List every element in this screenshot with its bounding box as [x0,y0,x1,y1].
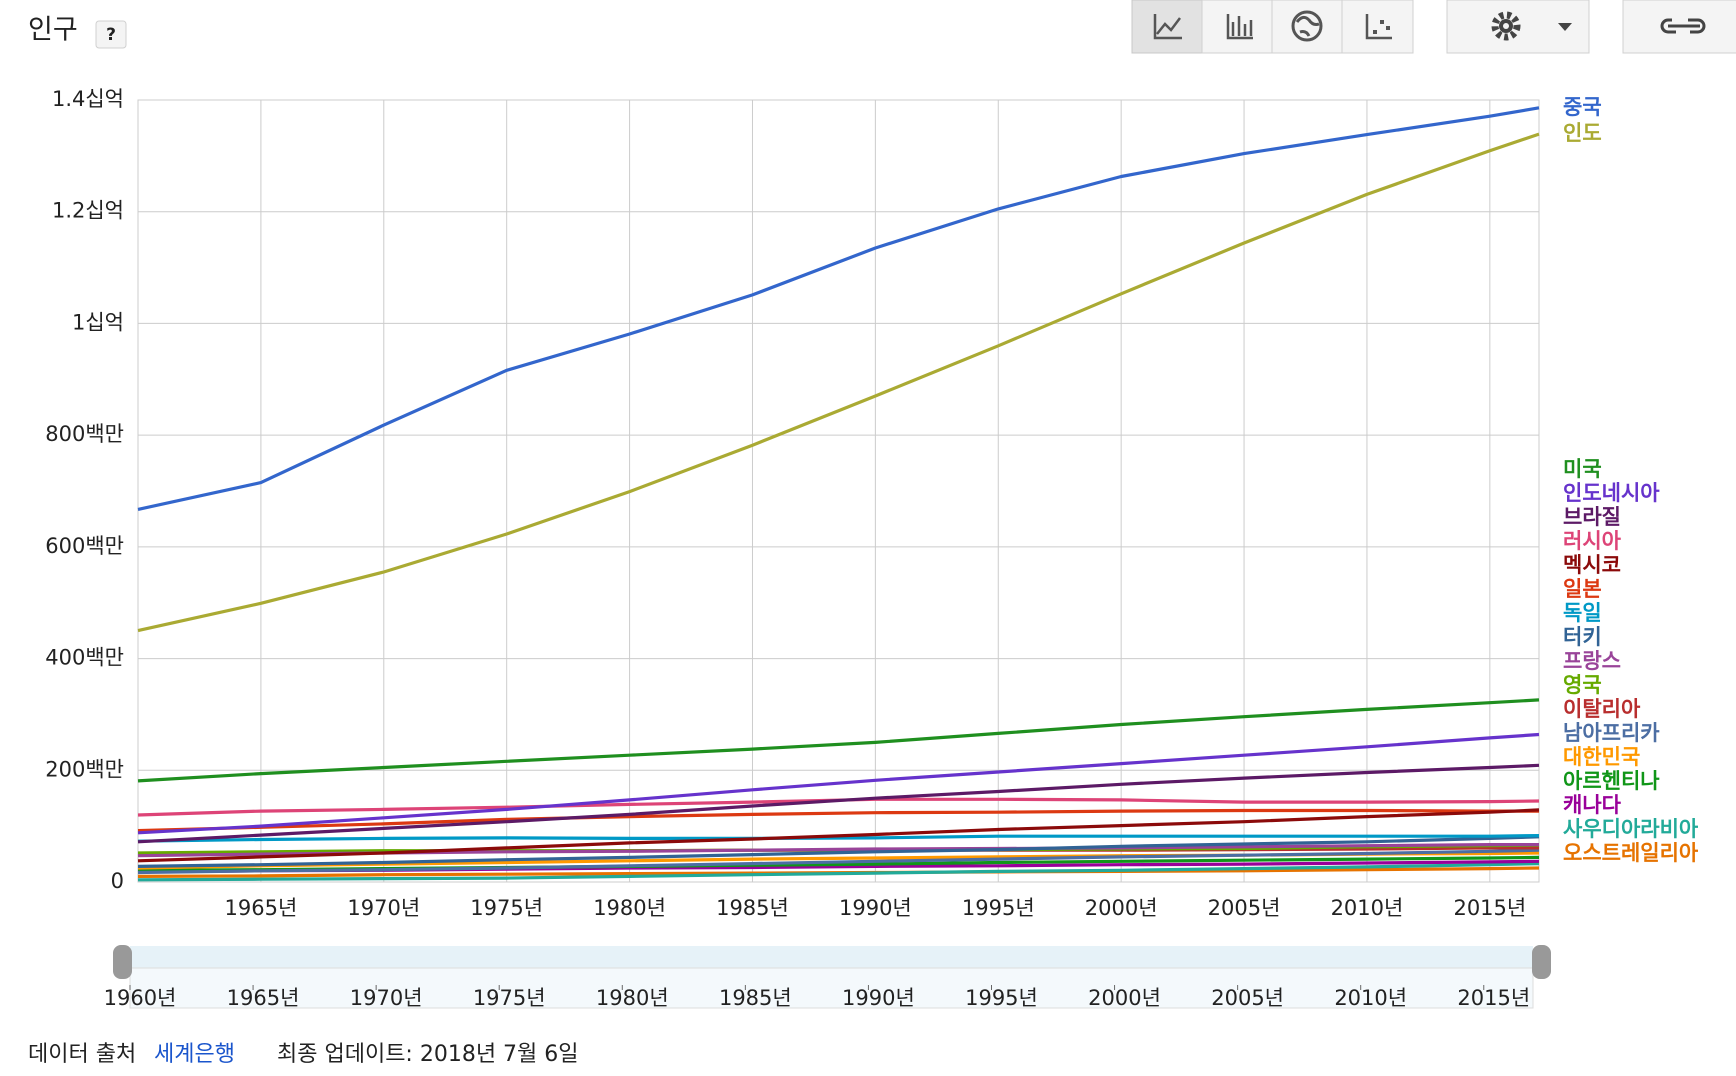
x-tick-label: 1985년 [716,896,789,920]
slider-label: 1985년 [719,986,792,1010]
help-button[interactable] [95,20,127,49]
y-tick-label: 200백만 [45,757,124,781]
legend-entry[interactable]: 프랑스 [1563,649,1621,673]
slider-label: 2015년 [1457,986,1530,1010]
x-tick-label: 2000년 [1085,896,1158,920]
slider-label: 1960년 [104,986,177,1010]
slider-window [129,967,1534,1009]
page-title: 인구 [28,15,78,46]
slider-label: 1975년 [473,986,546,1010]
x-tick-label: 1965년 [225,896,298,920]
x-tick-label: 1995년 [962,896,1035,920]
y-tick-label: 1.2십억 [52,199,124,223]
scatter-axes [1365,14,1392,40]
series-line [137,763,1540,844]
footer-updated: 최종 업데이트: 2018년 7월 6일 [277,1042,579,1067]
help-text: ? [106,25,116,45]
slider-handle-left[interactable] [113,945,132,979]
y-tick-label: 1십억 [72,310,124,334]
slider-label: 2010년 [1334,986,1407,1010]
footer-source-label: 데이터 출처 [28,1042,136,1067]
x-tick-label: 1980년 [593,896,666,920]
series-line [137,106,1540,511]
chart-type-toolbar [1131,0,1736,54]
slider-label: 1970년 [350,986,423,1010]
legend-entry[interactable]: 이탈리아 [1563,697,1641,721]
x-tick-label: 2015년 [1453,896,1526,920]
series-line [137,808,1539,833]
bar-chart-button[interactable] [1201,0,1273,54]
legend-entry[interactable]: 인도네시아 [1563,481,1660,505]
series-line [137,808,1540,863]
legend-entry[interactable]: 중국 [1563,95,1602,119]
legend-entry[interactable]: 사우디아라비아 [1563,817,1699,841]
y-tick-label: 0 [111,869,124,893]
series-line [137,698,1540,783]
x-tick-label: 1975년 [470,896,543,920]
bar-icon [1226,14,1253,40]
gear-icon [1491,11,1521,41]
legend-entry[interactable]: 미국 [1563,457,1602,481]
slider-label: 1965년 [227,986,300,1010]
legend-entry[interactable]: 독일 [1563,601,1602,625]
legend-entry[interactable]: 러시아 [1563,529,1622,553]
series-line [137,132,1540,633]
series-line [137,862,1540,882]
x-tick-label: 1970년 [347,896,420,920]
link-icon [1660,18,1706,34]
dropdown-arrow [1558,23,1572,31]
slider-label: 1995년 [965,986,1038,1010]
plot-frame [137,99,1540,883]
globe-icon [1291,10,1323,42]
legend-entry[interactable]: 브라질 [1563,505,1621,529]
slider-label: 1980년 [596,986,669,1010]
slider-handle-right[interactable] [1532,945,1551,979]
legend-entry[interactable]: 일본 [1563,577,1602,601]
legend-entry[interactable]: 대한민국 [1563,745,1640,769]
line-icon [1153,14,1182,40]
legend-entry[interactable]: 오스트레일리아 [1563,841,1699,865]
y-tick-label: 800백만 [45,422,124,446]
slider-label: 2000년 [1088,986,1161,1010]
y-tick-label: 400백만 [45,646,124,670]
time-slider [113,945,1551,1009]
footer-source-link[interactable]: 세계은행 [154,1042,235,1067]
slider-label: 2005년 [1211,986,1284,1010]
legend-entry[interactable]: 캐나다 [1563,793,1622,817]
legend-entry[interactable]: 남아프리카 [1563,721,1660,745]
plot-area [137,99,1540,883]
x-tick-label: 2005년 [1208,896,1281,920]
y-tick-label: 600백만 [45,534,124,558]
series-line [137,848,1540,875]
series-line [137,834,1540,843]
scatter-dots [1373,20,1390,34]
slider-label: 1990년 [842,986,915,1010]
series-line [137,835,1540,868]
slider-track [130,946,1533,968]
x-tick-label: 2010년 [1331,896,1404,920]
legend-entry[interactable]: 영국 [1563,673,1602,697]
globe-land [1295,15,1320,37]
series-line [137,732,1540,835]
scatter-button[interactable] [1341,0,1414,54]
legend-entry[interactable]: 아르헨티나 [1563,769,1660,793]
map-button[interactable] [1271,0,1343,54]
legend-entry[interactable]: 멕시코 [1563,553,1621,577]
gear-hole [1503,23,1509,29]
y-tick-label: 1.4십억 [52,87,124,111]
x-tick-label: 1990년 [839,896,912,920]
legend-entry[interactable]: 터키 [1563,625,1602,649]
legend-entry[interactable]: 인도 [1563,121,1602,145]
